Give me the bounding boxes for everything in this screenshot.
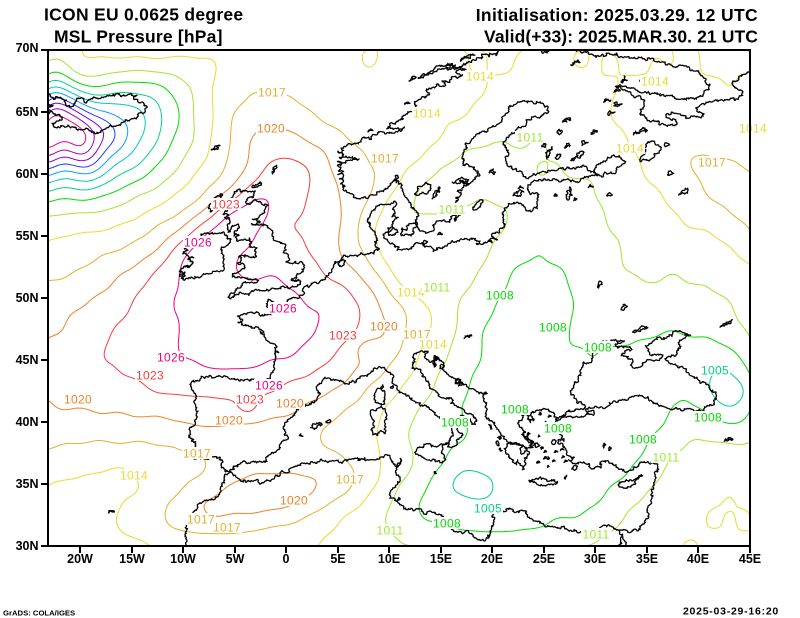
svg-text:1026: 1026	[184, 236, 212, 250]
svg-text:1017: 1017	[336, 473, 364, 487]
svg-text:35N: 35N	[16, 477, 39, 491]
svg-text:10E: 10E	[378, 552, 400, 566]
svg-text:45N: 45N	[16, 353, 39, 367]
svg-text:1014: 1014	[419, 338, 447, 352]
svg-text:1014: 1014	[739, 122, 767, 136]
svg-text:1026: 1026	[269, 302, 297, 316]
svg-text:1014: 1014	[120, 469, 148, 483]
svg-text:60N: 60N	[16, 167, 39, 181]
svg-text:1017: 1017	[371, 152, 399, 166]
svg-text:40E: 40E	[687, 552, 709, 566]
svg-text:GrADS: COLA/IGES: GrADS: COLA/IGES	[3, 609, 75, 618]
svg-text:1023: 1023	[212, 198, 240, 212]
svg-text:1011: 1011	[423, 281, 450, 295]
svg-text:1020: 1020	[257, 122, 285, 136]
svg-text:1014: 1014	[641, 75, 669, 89]
svg-text:Valid(+33): 2025.MAR.30. 21 UT: Valid(+33): 2025.MAR.30. 21 UTC	[484, 27, 758, 47]
svg-text:1011: 1011	[516, 131, 543, 145]
svg-text:1008: 1008	[694, 411, 722, 425]
svg-text:1023: 1023	[329, 329, 357, 343]
svg-text:1011: 1011	[652, 451, 679, 465]
svg-text:35E: 35E	[636, 552, 658, 566]
svg-text:1011: 1011	[438, 203, 465, 217]
svg-text:1008: 1008	[433, 517, 461, 531]
svg-text:1020: 1020	[64, 393, 92, 407]
svg-text:1008: 1008	[539, 321, 567, 335]
svg-text:0: 0	[283, 552, 290, 566]
svg-text:30N: 30N	[16, 539, 39, 553]
svg-text:Initialisation: 2025.03.29. 12: Initialisation: 2025.03.29. 12 UTC	[476, 5, 758, 25]
svg-text:45E: 45E	[739, 552, 761, 566]
svg-text:1020: 1020	[215, 414, 243, 428]
svg-text:1008: 1008	[501, 403, 529, 417]
svg-text:1017: 1017	[187, 513, 215, 527]
svg-text:55N: 55N	[16, 229, 39, 243]
svg-text:1011: 1011	[582, 528, 609, 542]
svg-text:1017: 1017	[258, 86, 286, 100]
svg-text:50N: 50N	[16, 291, 39, 305]
svg-text:1020: 1020	[370, 320, 398, 334]
svg-text:15W: 15W	[119, 552, 145, 566]
svg-text:65N: 65N	[16, 105, 39, 119]
svg-text:20W: 20W	[67, 552, 93, 566]
svg-text:1017: 1017	[698, 156, 726, 170]
svg-text:1026: 1026	[157, 351, 185, 365]
svg-text:1005: 1005	[474, 502, 502, 516]
svg-text:2025-03-29-16:20: 2025-03-29-16:20	[683, 606, 779, 618]
svg-text:40N: 40N	[16, 415, 39, 429]
svg-text:25E: 25E	[533, 552, 555, 566]
svg-text:1017: 1017	[213, 521, 241, 535]
svg-text:1026: 1026	[255, 379, 283, 393]
svg-text:1008: 1008	[441, 416, 469, 430]
svg-text:15E: 15E	[430, 552, 452, 566]
svg-text:MSL Pressure [hPa]: MSL Pressure [hPa]	[54, 27, 223, 47]
svg-text:1020: 1020	[280, 494, 308, 508]
svg-text:70N: 70N	[16, 41, 39, 55]
svg-text:1014: 1014	[466, 70, 494, 84]
svg-text:1008: 1008	[544, 422, 572, 436]
svg-text:10W: 10W	[170, 552, 196, 566]
svg-text:1008: 1008	[629, 433, 657, 447]
svg-text:1014: 1014	[616, 142, 644, 156]
svg-text:1023: 1023	[136, 369, 164, 383]
svg-text:1005: 1005	[701, 364, 729, 378]
svg-text:1014: 1014	[413, 107, 441, 121]
svg-text:ICON EU 0.0625 degree: ICON EU 0.0625 degree	[44, 5, 243, 25]
svg-text:30E: 30E	[584, 552, 606, 566]
svg-text:1008: 1008	[486, 289, 514, 303]
svg-text:5W: 5W	[226, 552, 245, 566]
svg-text:1023: 1023	[236, 393, 264, 407]
svg-text:5E: 5E	[330, 552, 345, 566]
svg-text:1020: 1020	[276, 397, 304, 411]
svg-text:1014: 1014	[397, 286, 425, 300]
svg-text:1008: 1008	[584, 341, 612, 355]
svg-text:1017: 1017	[183, 447, 211, 461]
svg-text:20E: 20E	[481, 552, 503, 566]
svg-text:1011: 1011	[376, 524, 403, 538]
